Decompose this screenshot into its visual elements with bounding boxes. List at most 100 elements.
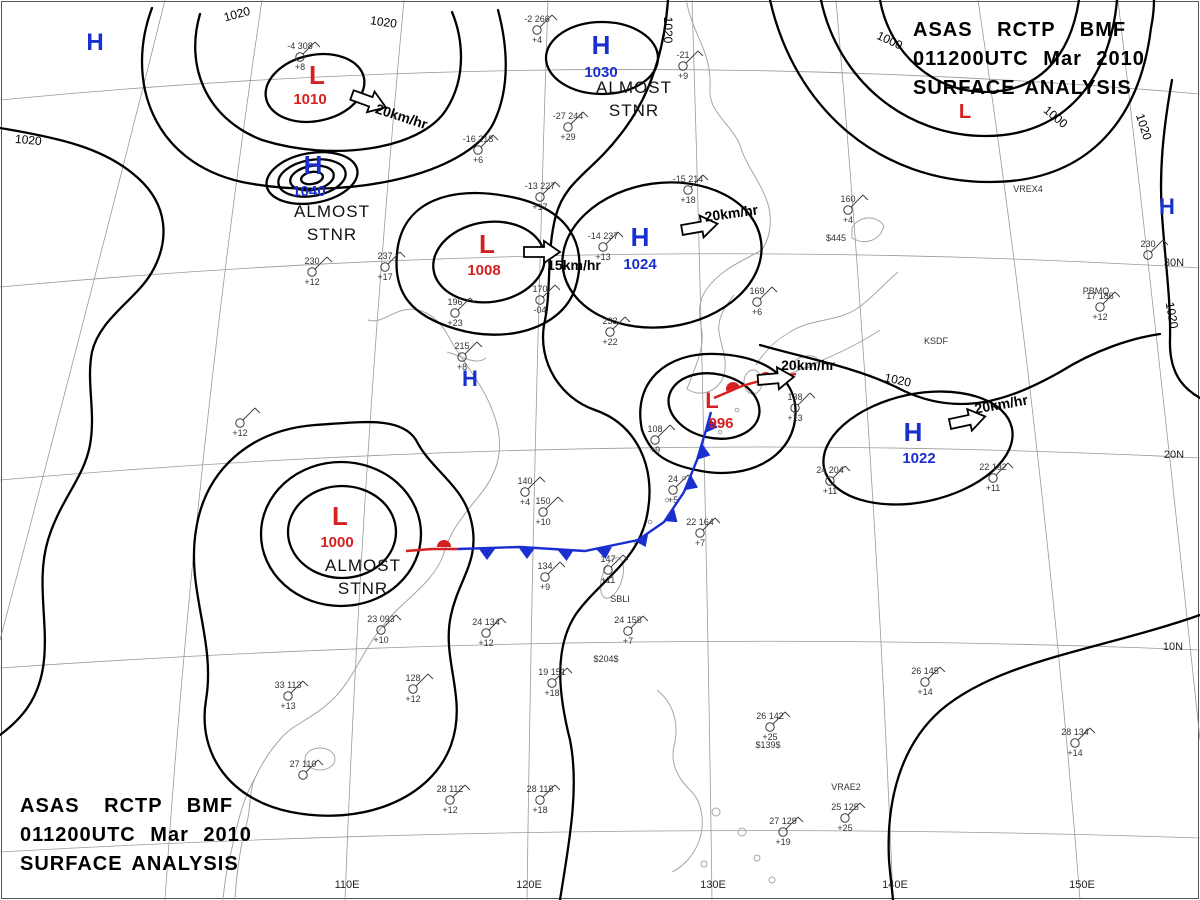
wind-barb bbox=[685, 50, 699, 64]
isobar-low-996-outer bbox=[639, 352, 797, 475]
station-values-bottom: +12 bbox=[442, 805, 457, 815]
station-circle bbox=[563, 122, 573, 132]
station-circle bbox=[295, 52, 305, 62]
station-circle bbox=[535, 295, 545, 305]
wind-barb bbox=[488, 617, 502, 631]
station-circle bbox=[540, 572, 550, 582]
station-circle bbox=[605, 327, 615, 337]
wind-barb bbox=[759, 286, 773, 300]
almost-stnr-label: ALMOST bbox=[294, 202, 370, 221]
low-pressure-symbol: L bbox=[959, 101, 971, 123]
wind-barb bbox=[847, 802, 861, 816]
station-id-label: KSDF bbox=[924, 336, 949, 346]
wind-barb-tick bbox=[624, 316, 631, 323]
coast-hainan bbox=[304, 747, 336, 771]
station-values-bottom: +9 bbox=[540, 582, 550, 592]
wind-barb-tick bbox=[476, 341, 483, 348]
station-id-label: SBLI bbox=[610, 594, 630, 604]
wind-barb bbox=[554, 667, 568, 681]
high-pressure-symbol: H bbox=[304, 150, 323, 180]
wind-barb bbox=[539, 14, 553, 28]
station-values-bottom: +8 bbox=[457, 362, 467, 372]
station-values-top: 28 118 bbox=[527, 784, 554, 794]
station-circle bbox=[376, 625, 386, 635]
isobar-low-1000 bbox=[286, 484, 398, 580]
station-values-top: 147 bbox=[600, 554, 615, 564]
cold-front-pip bbox=[633, 533, 649, 547]
parallel-20n bbox=[0, 446, 1200, 481]
station-values-top: 24 bbox=[668, 474, 678, 484]
coast-korea bbox=[686, 249, 763, 394]
coast-island bbox=[711, 807, 721, 817]
coast-ryukyu bbox=[717, 429, 723, 435]
movement-speed-label: 15km/hr bbox=[547, 257, 601, 273]
wind-barb bbox=[605, 231, 619, 245]
wind-barb-tick bbox=[797, 816, 804, 823]
isobar-high-1022 bbox=[822, 390, 1014, 506]
meridian-150e bbox=[977, 0, 1081, 900]
wind-barb-tick bbox=[554, 284, 561, 291]
station-circle bbox=[547, 678, 557, 688]
warm-front-pip bbox=[437, 540, 451, 547]
wind-barb bbox=[480, 134, 494, 148]
wind-barb bbox=[702, 517, 716, 531]
wind-barb-tick bbox=[314, 41, 321, 48]
high-pressure-symbol: H bbox=[462, 366, 478, 391]
pressure-value: 1022 bbox=[902, 450, 935, 467]
station-circle bbox=[623, 626, 633, 636]
wind-barb-tick bbox=[697, 50, 704, 57]
wind-barb bbox=[242, 407, 256, 421]
wind-barb-tick bbox=[559, 561, 566, 568]
isobar-low-1000-outer bbox=[192, 420, 475, 817]
wind-barb-tick bbox=[1162, 239, 1169, 246]
wind-barb bbox=[630, 615, 644, 629]
pressure-value: 1010 bbox=[293, 91, 326, 108]
wind-barb bbox=[387, 251, 401, 265]
station-values-top: 22 164 bbox=[686, 517, 714, 527]
station-values-top: 108 bbox=[647, 424, 662, 434]
station-values-top: 169 bbox=[749, 286, 764, 296]
station-circle bbox=[825, 476, 835, 486]
wind-barb-tick bbox=[771, 286, 778, 293]
station-circle bbox=[678, 61, 688, 71]
wind-barb bbox=[772, 711, 786, 725]
wind-barb bbox=[305, 759, 319, 773]
wind-barb bbox=[1150, 239, 1164, 253]
analysis-datetime: 011200UTC Mar 2010 bbox=[913, 48, 1145, 70]
analysis-type: SURFACE ANALYSIS bbox=[913, 77, 1132, 99]
station-values-bottom: +17 bbox=[377, 272, 392, 282]
station-circle bbox=[1095, 302, 1105, 312]
wind-barb-tick bbox=[500, 617, 507, 624]
station-values-top: 17 186 bbox=[1086, 291, 1114, 301]
wind-barb-tick bbox=[395, 614, 402, 621]
wind-barb-tick bbox=[326, 256, 333, 263]
analysis-title-top-right: ASAS RCTP BMF 011200UTC Mar 2010 SURFACE… bbox=[913, 16, 1145, 103]
station-values-bottom: +13 bbox=[595, 252, 610, 262]
wind-barb bbox=[927, 666, 941, 680]
wind-barb bbox=[1077, 727, 1091, 741]
movement-arrow bbox=[523, 239, 562, 265]
wind-barb bbox=[547, 561, 561, 575]
pressure-value: 1030 bbox=[584, 64, 617, 81]
station-values-bottom: +4 bbox=[843, 215, 853, 225]
station-values-top: -15 214 bbox=[673, 174, 704, 184]
station-circle bbox=[598, 242, 608, 252]
isobar-value-label: 1020 bbox=[1163, 301, 1181, 330]
wind-barb bbox=[690, 174, 704, 188]
cold-front-pip bbox=[558, 549, 574, 561]
station-circle bbox=[668, 485, 678, 495]
station-values-bottom: +18 bbox=[544, 688, 559, 698]
pressure-value: 1000 bbox=[320, 534, 353, 551]
station-values-top: 150 bbox=[535, 496, 550, 506]
isobar-value-label: 1020 bbox=[883, 370, 912, 389]
cold-front-pip bbox=[684, 475, 698, 491]
almost-stnr-label: STNR bbox=[609, 101, 659, 120]
meridian-110e bbox=[344, 0, 405, 900]
station-circle bbox=[283, 691, 293, 701]
isobar bbox=[140, 6, 507, 190]
wind-barb-tick bbox=[1089, 727, 1096, 734]
wind-barb-tick bbox=[469, 297, 476, 304]
coast-ryukyu bbox=[734, 407, 740, 413]
isobar-value-label: 1020 bbox=[1133, 112, 1155, 142]
isobar-tr-low bbox=[819, 0, 1119, 138]
